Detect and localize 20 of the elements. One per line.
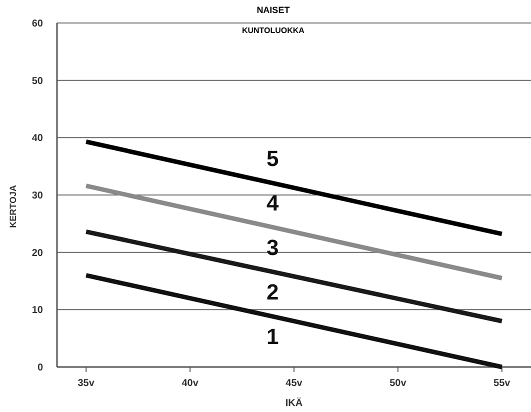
y-tick-label: 20 (32, 248, 44, 259)
y-tick-label: 50 (32, 76, 44, 87)
y-axis-title: KERTOJA (8, 184, 18, 228)
x-tick-label: 35v (78, 378, 95, 389)
y-tick-label: 10 (32, 305, 44, 316)
y-tick-label: 40 (32, 133, 44, 144)
y-tick-label: 60 (32, 18, 44, 30)
x-tick-label: 55v (494, 378, 511, 389)
x-axis-title: IKÄ (285, 397, 303, 409)
x-tick-label: 45v (286, 378, 303, 389)
x-tick-label: 50v (390, 378, 407, 389)
annotation: 1 (266, 324, 279, 349)
chart-title: NAISET (256, 5, 290, 15)
annotation: 2 (266, 279, 279, 304)
annotation: 4 (266, 190, 280, 216)
annotation: 5 (266, 146, 279, 171)
y-tick-label: 0 (37, 362, 44, 374)
y-tick-label: 30 (32, 190, 44, 202)
x-tick-label: 40v (182, 378, 199, 389)
chart-subtitle: KUNTOLUOKKA (242, 26, 305, 35)
